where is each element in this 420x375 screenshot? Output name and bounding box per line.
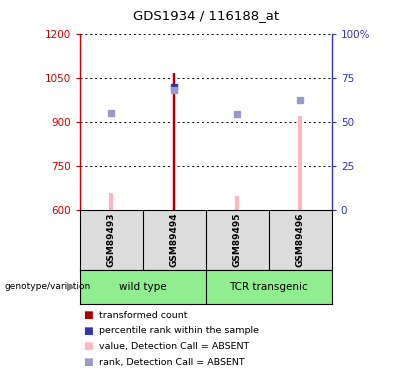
Bar bbox=[298, 116, 302, 210]
Text: wild type: wild type bbox=[119, 282, 167, 292]
Text: rank, Detection Call = ABSENT: rank, Detection Call = ABSENT bbox=[99, 358, 244, 367]
Text: ■: ■ bbox=[83, 357, 93, 367]
Text: ■: ■ bbox=[83, 310, 93, 320]
Bar bbox=[109, 193, 113, 210]
Text: percentile rank within the sample: percentile rank within the sample bbox=[99, 326, 259, 335]
Text: transformed count: transformed count bbox=[99, 310, 187, 320]
Text: ■: ■ bbox=[83, 326, 93, 336]
Text: GSM89495: GSM89495 bbox=[233, 213, 242, 267]
Text: ■: ■ bbox=[83, 342, 93, 351]
Text: genotype/variation: genotype/variation bbox=[4, 282, 90, 291]
Text: ▶: ▶ bbox=[67, 282, 76, 292]
Text: value, Detection Call = ABSENT: value, Detection Call = ABSENT bbox=[99, 342, 249, 351]
Bar bbox=[235, 196, 239, 210]
Text: GDS1934 / 116188_at: GDS1934 / 116188_at bbox=[133, 9, 279, 22]
Text: GSM89496: GSM89496 bbox=[296, 213, 305, 267]
Text: GSM89494: GSM89494 bbox=[170, 213, 179, 267]
Bar bbox=[173, 72, 176, 210]
Bar bbox=[173, 72, 175, 210]
Text: GSM89493: GSM89493 bbox=[107, 213, 116, 267]
Text: TCR transgenic: TCR transgenic bbox=[229, 282, 308, 292]
